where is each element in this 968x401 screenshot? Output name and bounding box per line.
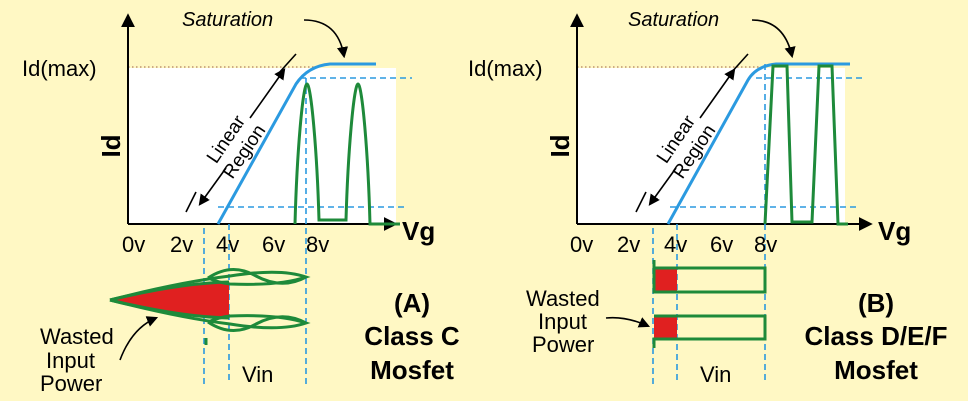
panel-b-output-pulses — [763, 64, 848, 226]
panel-a-linear-arrow-down — [198, 167, 227, 206]
panel-a-wasted-line1: Wasted — [40, 324, 114, 349]
panel-b-idmax-label: Id(max) — [468, 56, 543, 81]
panel-b-linear-tick-bottom — [635, 191, 647, 213]
panel-a-linear-tick-bottom — [185, 191, 197, 213]
panel-b: 0v 2v 4v 6v 8v Vg Id Id(max) Saturation … — [468, 9, 948, 387]
panel-a-input-envelope — [109, 280, 230, 320]
panel-a-tick-6v: 6v — [262, 232, 285, 257]
panel-b-transfer-curve — [666, 62, 850, 225]
panel-b-y-label: Id — [545, 134, 575, 157]
panel-b-class: Class D/E/F — [804, 321, 947, 351]
panel-b-saturation-arrow — [751, 19, 796, 59]
panel-a-letter: (A) — [394, 288, 430, 318]
panel-a-transfer-curve — [216, 62, 376, 225]
panel-a-tick-4v: 4v — [216, 232, 239, 257]
panel-a-x-label: Vg — [402, 216, 435, 246]
panel-a-wasted-line2: Input — [46, 348, 95, 373]
panel-a-wasted-line3: Power — [40, 371, 102, 396]
panel-a-tick-2v: 2v — [170, 232, 193, 257]
panel-a-y-label: Id — [96, 134, 126, 157]
panel-b-wasted-arrow — [605, 316, 651, 328]
panel-a-saturation-label: Saturation — [182, 9, 273, 31]
panel-a-wasted-arrow — [119, 316, 159, 361]
panel-a: 0v 2v 4v 6v 8v Vg Id Id(max) Saturation … — [22, 9, 460, 396]
panel-a-vin-label: Vin — [242, 362, 273, 387]
panel-a-wasted-power-fill — [110, 281, 229, 319]
panel-b-letter: (B) — [858, 288, 894, 318]
panel-a-class: Class C — [364, 321, 460, 351]
panel-b-wasted-power-bottom — [654, 316, 677, 338]
panel-b-tick-6v: 6v — [710, 232, 733, 257]
panel-b-wasted-line2: Input — [538, 309, 587, 334]
panel-b-x-label: Vg — [878, 216, 911, 246]
panel-b-tick-4v: 4v — [664, 232, 687, 257]
panel-a-idmax-label: Id(max) — [22, 56, 97, 81]
panel-b-tick-0v: 0v — [570, 232, 593, 257]
panel-b-vin-label: Vin — [700, 362, 731, 387]
panel-a-output-pulses — [293, 82, 400, 226]
panel-b-wasted-line1: Wasted — [526, 286, 600, 311]
panel-b-tick-2v: 2v — [617, 232, 640, 257]
panel-b-linear-arrow-down — [648, 167, 677, 206]
panel-b-input-signal — [652, 260, 767, 348]
panel-b-device: Mosfet — [834, 355, 918, 385]
panel-b-linear-arrow-up — [699, 68, 736, 119]
panel-b-saturation-label: Saturation — [628, 9, 719, 31]
panel-a-saturation-arrow — [303, 19, 349, 59]
panel-b-tick-8v: 8v — [754, 232, 777, 257]
panel-a-device: Mosfet — [370, 355, 454, 385]
panel-a-tick-0v: 0v — [122, 232, 145, 257]
panel-b-wasted-power-top — [654, 269, 677, 291]
panel-b-wasted-line3: Power — [532, 332, 594, 357]
panel-a-linear-arrow-up — [249, 68, 286, 119]
panel-a-input-signal — [109, 268, 311, 345]
panel-a-tick-8v: 8v — [306, 232, 329, 257]
